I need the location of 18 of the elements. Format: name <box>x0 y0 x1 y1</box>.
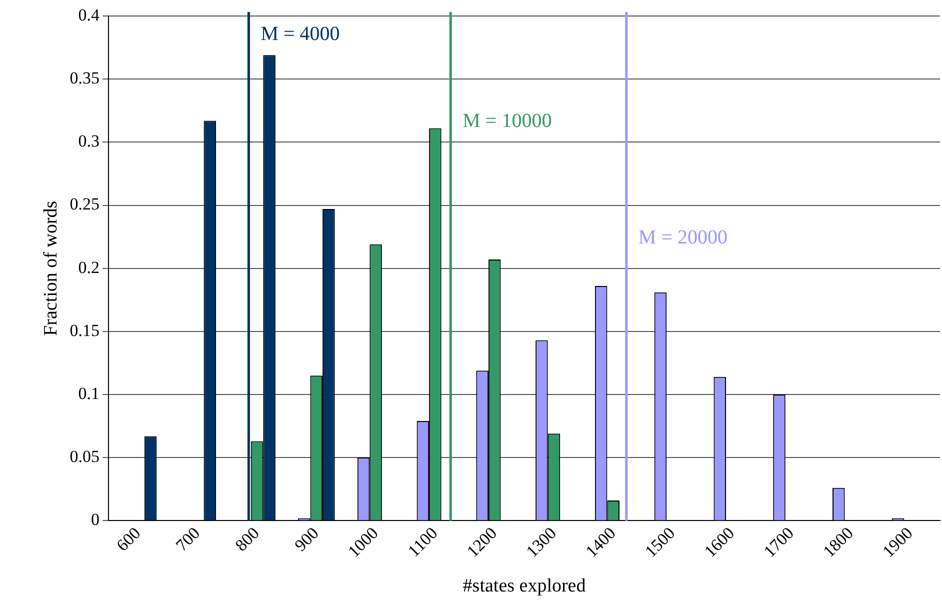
x-axis-title: #states explored <box>462 576 586 597</box>
x-tick-label: 700 <box>172 524 204 555</box>
y-axis-title: Fraction of words <box>40 200 62 336</box>
annotation: M = 10000 <box>462 110 552 132</box>
x-tick-label: 800 <box>232 524 264 555</box>
y-tick-label: 0.15 <box>70 320 100 340</box>
annotation: M = 4000 <box>260 23 340 46</box>
y-tick-label: 0.05 <box>70 447 100 466</box>
y-tick-label: 0.1 <box>78 384 100 404</box>
y-tick-label: 0.3 <box>78 132 100 151</box>
y-tick-label: 0.25 <box>70 194 100 214</box>
y-tick-label: 0.4 <box>78 5 100 24</box>
y-tick-label: 0 <box>91 510 100 530</box>
x-tick-label: 600 <box>112 524 144 555</box>
y-tick-label: 0.2 <box>78 258 100 277</box>
y-tick-label: 0.35 <box>70 68 100 88</box>
x-tick-label: 900 <box>290 524 322 555</box>
annotation: M = 20000 <box>638 226 728 248</box>
